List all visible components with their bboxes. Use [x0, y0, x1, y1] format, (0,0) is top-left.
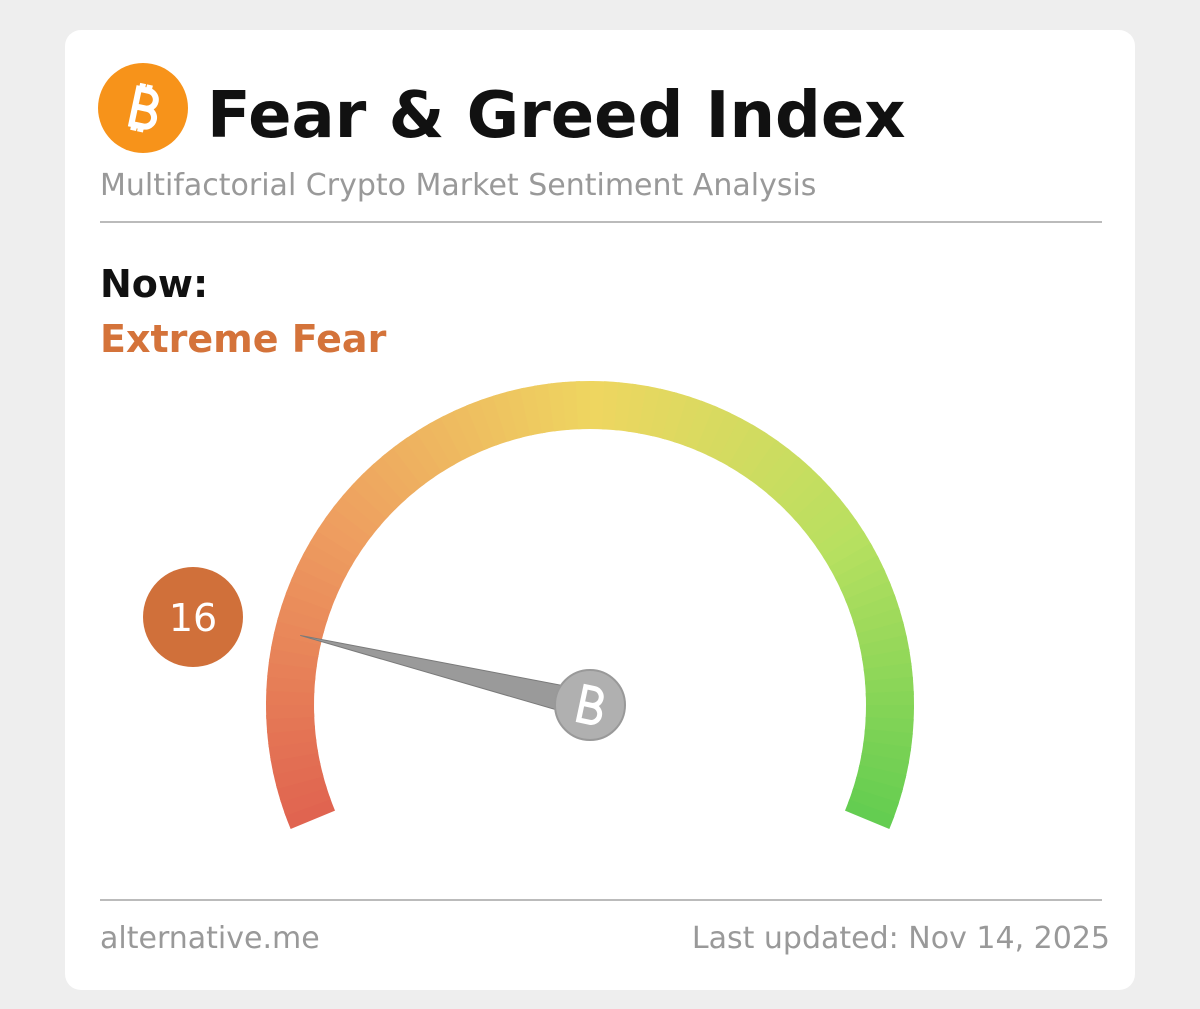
now-label: Now:	[100, 262, 208, 306]
source: alternative.me	[100, 921, 320, 956]
classification: Extreme Fear	[100, 317, 387, 361]
updated: Last updated: Nov 14, 2025	[692, 921, 1110, 956]
subtitle: Multifactorial Crypto Market Sentiment A…	[100, 168, 816, 203]
value-label: 16	[169, 596, 217, 640]
logo	[98, 63, 188, 153]
gauge-arc	[867, 808, 872, 820]
title: Fear & Greed Index	[207, 79, 906, 153]
